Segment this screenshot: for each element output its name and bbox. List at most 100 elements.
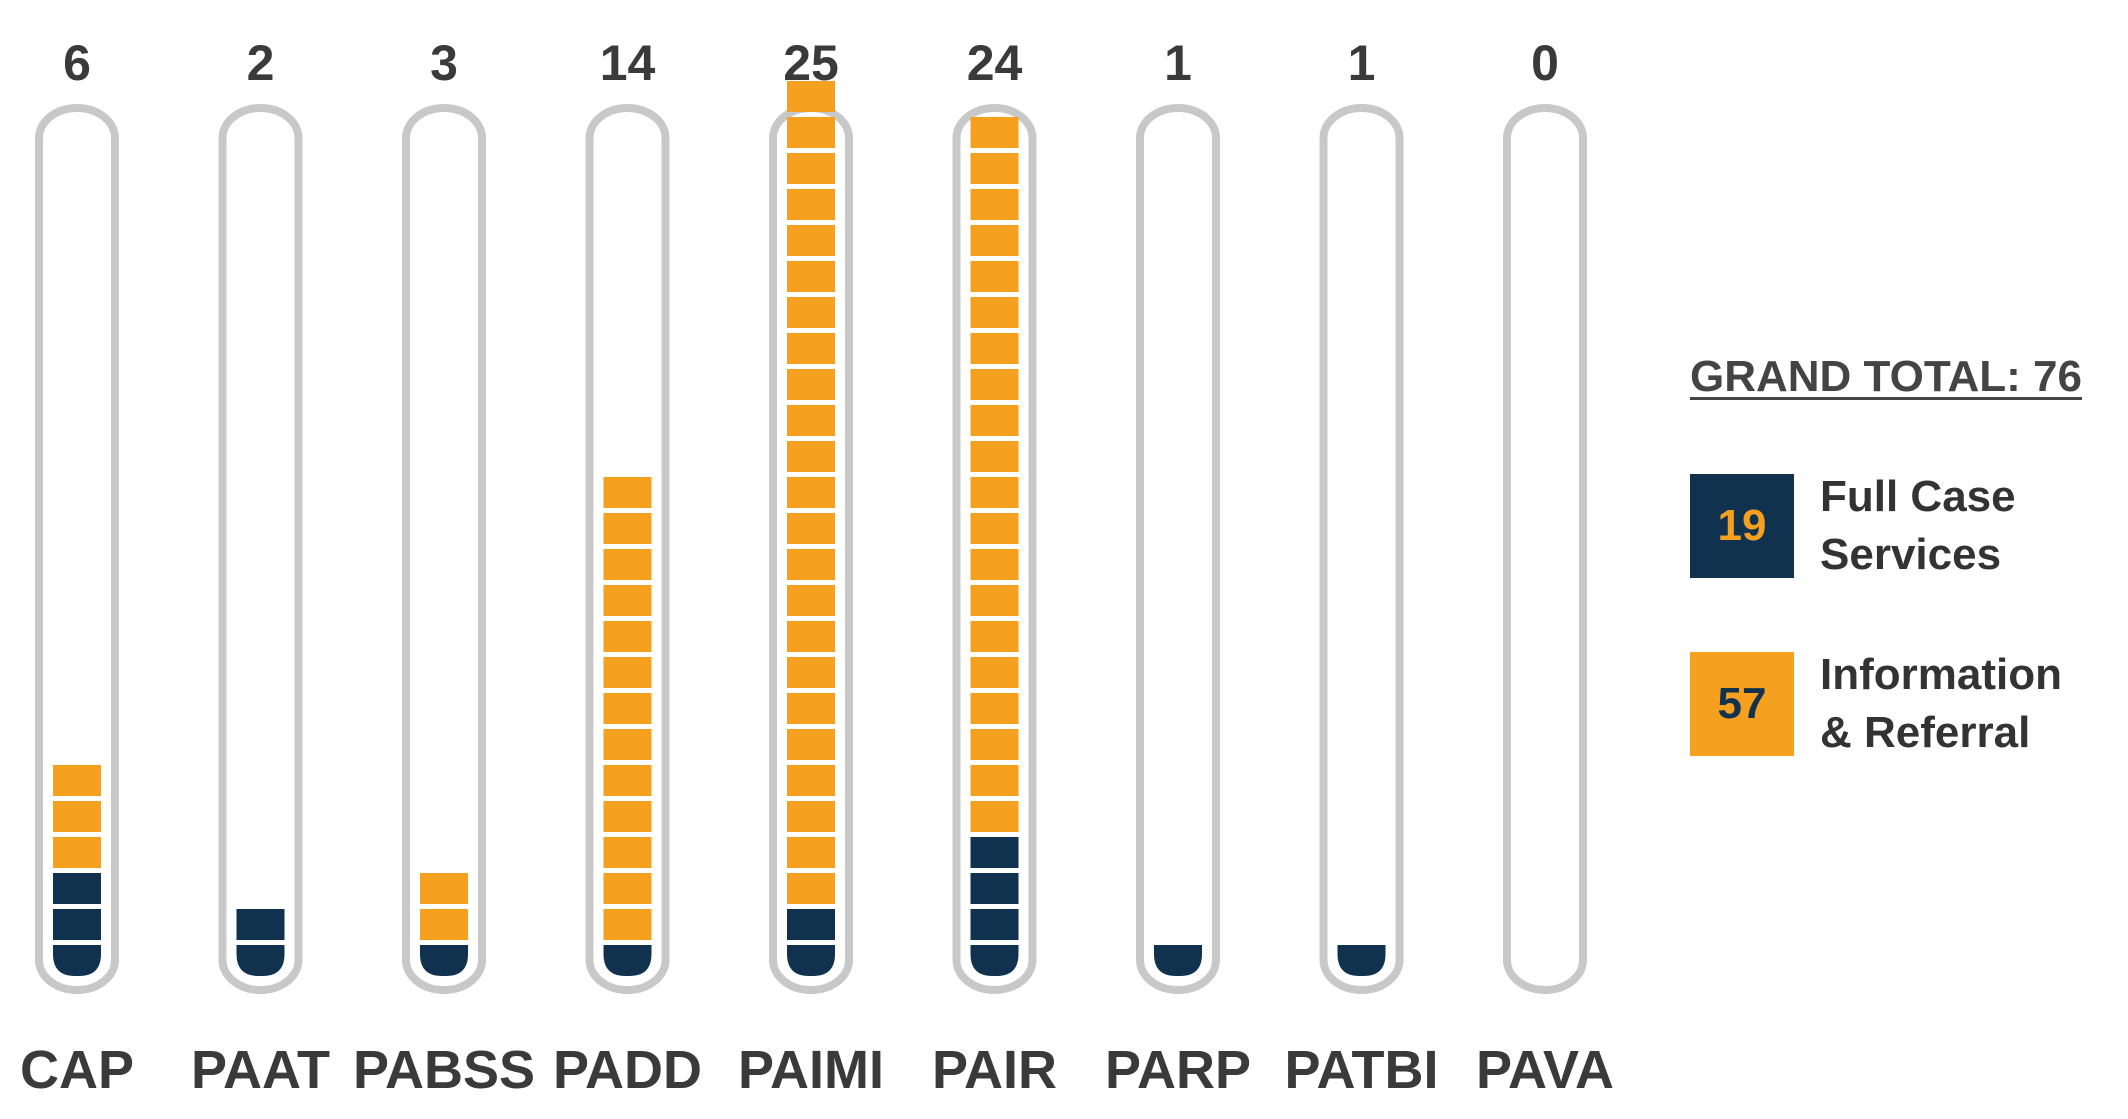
- bar-segment-info-referral: [970, 621, 1019, 652]
- bar-segment-full-case: [1337, 945, 1386, 976]
- bar-segment-full-case: [787, 909, 835, 940]
- category-label: PARP: [1105, 1040, 1251, 1100]
- category-label: PADD: [553, 1040, 702, 1100]
- bar-segment-info-referral: [787, 369, 835, 400]
- bar-segment-info-referral: [787, 621, 835, 652]
- bar-segment-full-case: [970, 837, 1019, 868]
- bar-segment-info-referral: [970, 261, 1019, 292]
- legend-full-case: 19 Full Case Services: [1690, 468, 2120, 584]
- bar-segment-full-case: [970, 945, 1019, 976]
- bar-segment-full-case: [420, 945, 468, 976]
- bar-segment-info-referral: [787, 333, 835, 364]
- bar-segment-info-referral: [787, 117, 835, 148]
- total-label: 3: [430, 35, 458, 91]
- bar-segment-info-referral: [787, 153, 835, 184]
- bar-segment-info-referral: [787, 729, 835, 760]
- total-label: 14: [600, 35, 656, 91]
- tube-outline: [1136, 104, 1220, 994]
- bar-segment-info-referral: [787, 297, 835, 328]
- bar-segment-info-referral: [787, 225, 835, 256]
- total-label: 0: [1531, 35, 1559, 91]
- bar-segment-info-referral: [787, 765, 835, 796]
- legend-value-info-referral: 57: [1717, 679, 1767, 728]
- bar-segment-info-referral: [787, 261, 835, 292]
- bar-segment-info-referral: [970, 405, 1019, 436]
- tube-outline: [218, 104, 303, 994]
- bar-segment-full-case: [53, 945, 101, 976]
- tube-outline: [1503, 104, 1587, 994]
- total-label: 1: [1348, 35, 1376, 91]
- bar-segment-info-referral: [787, 657, 835, 688]
- bar-segment-full-case: [53, 873, 101, 904]
- category-label: CAP: [20, 1040, 134, 1100]
- bar-segment-full-case: [1154, 945, 1202, 976]
- bar-segment-info-referral: [603, 729, 652, 760]
- bar-segment-info-referral: [970, 729, 1019, 760]
- legend-label-info-referral: Information & Referral: [1820, 650, 2062, 757]
- bar-segment-full-case: [603, 945, 652, 976]
- bar-segment-info-referral: [970, 369, 1019, 400]
- grand-total: GRAND TOTAL: 76: [1690, 352, 2082, 401]
- bar-segment-info-referral: [970, 801, 1019, 832]
- bar-segment-info-referral: [787, 81, 835, 112]
- bar-segment-info-referral: [970, 333, 1019, 364]
- bar-segment-info-referral: [970, 441, 1019, 472]
- bar-segment-info-referral: [787, 873, 835, 904]
- bar-segment-info-referral: [970, 297, 1019, 328]
- category-label: PAVA: [1476, 1040, 1614, 1100]
- bar-segment-info-referral: [53, 801, 101, 832]
- bar-segment-info-referral: [970, 225, 1019, 256]
- legend-value-full-case: 19: [1717, 501, 1767, 550]
- legend-swatch-full-case: 19: [1690, 474, 1794, 578]
- bar-segment-info-referral: [603, 621, 652, 652]
- bar-segment-info-referral: [970, 693, 1019, 724]
- bar-segment-full-case: [970, 873, 1019, 904]
- category-label: PATBI: [1285, 1040, 1439, 1100]
- bar-segment-info-referral: [603, 909, 652, 940]
- bar-segment-info-referral: [53, 765, 101, 796]
- legend-label-full-case: Full Case Services: [1820, 472, 2016, 579]
- bar-segment-full-case: [236, 909, 285, 940]
- category-label: PAIR: [932, 1040, 1057, 1100]
- bar-segment-info-referral: [603, 693, 652, 724]
- category-label: PAAT: [191, 1040, 330, 1100]
- bar-segment-info-referral: [603, 657, 652, 688]
- bar-segment-info-referral: [787, 585, 835, 616]
- total-label: 24: [967, 35, 1023, 91]
- bar-segment-full-case: [236, 945, 285, 976]
- category-label: PABSS: [353, 1040, 535, 1100]
- total-label: 1: [1164, 35, 1192, 91]
- bar-segment-info-referral: [603, 837, 652, 868]
- bar-segment-info-referral: [787, 189, 835, 220]
- bar-segment-info-referral: [603, 513, 652, 544]
- bar-segment-info-referral: [603, 765, 652, 796]
- bar-segment-info-referral: [420, 909, 468, 940]
- bar-segment-info-referral: [787, 405, 835, 436]
- bar-segment-full-case: [970, 909, 1019, 940]
- bar-segment-info-referral: [603, 873, 652, 904]
- bar-segment-info-referral: [603, 801, 652, 832]
- legend-info-referral: 57 Information & Referral: [1690, 646, 2120, 762]
- tube-outline: [402, 104, 486, 994]
- bar-segment-info-referral: [787, 801, 835, 832]
- total-label: 2: [247, 35, 275, 91]
- bar-segment-full-case: [53, 909, 101, 940]
- bar-segment-full-case: [787, 945, 835, 976]
- bar-segment-info-referral: [420, 873, 468, 904]
- tube-outline: [1319, 104, 1404, 994]
- bar-segment-info-referral: [787, 837, 835, 868]
- bar-segment-info-referral: [787, 477, 835, 508]
- bar-segment-info-referral: [787, 441, 835, 472]
- bar-segment-info-referral: [970, 549, 1019, 580]
- bar-segment-info-referral: [53, 837, 101, 868]
- bar-segment-info-referral: [970, 585, 1019, 616]
- bar-segment-info-referral: [970, 513, 1019, 544]
- total-label: 6: [63, 35, 91, 91]
- bar-segment-info-referral: [970, 765, 1019, 796]
- bar-segment-info-referral: [787, 513, 835, 544]
- bar-segment-info-referral: [603, 477, 652, 508]
- bar-segment-info-referral: [970, 477, 1019, 508]
- bar-segment-info-referral: [970, 657, 1019, 688]
- bar-segment-info-referral: [970, 189, 1019, 220]
